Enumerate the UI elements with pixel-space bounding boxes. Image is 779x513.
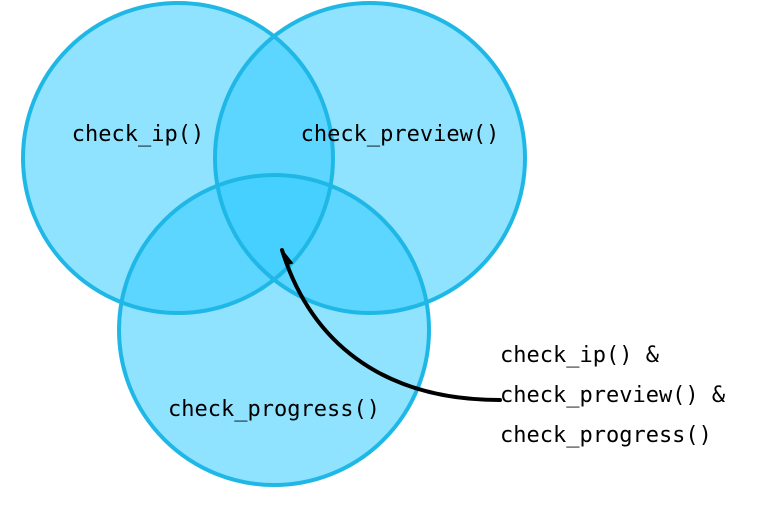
center-annotation: check_ip() &check_preview() &check_progr…	[500, 343, 726, 448]
venn-diagram: check_ip() check_preview() check_progres…	[0, 0, 779, 513]
circle-b-label: check_preview()	[301, 122, 500, 147]
circle-a-label: check_ip()	[72, 122, 204, 147]
circle-c-label: check_progress()	[168, 397, 380, 422]
